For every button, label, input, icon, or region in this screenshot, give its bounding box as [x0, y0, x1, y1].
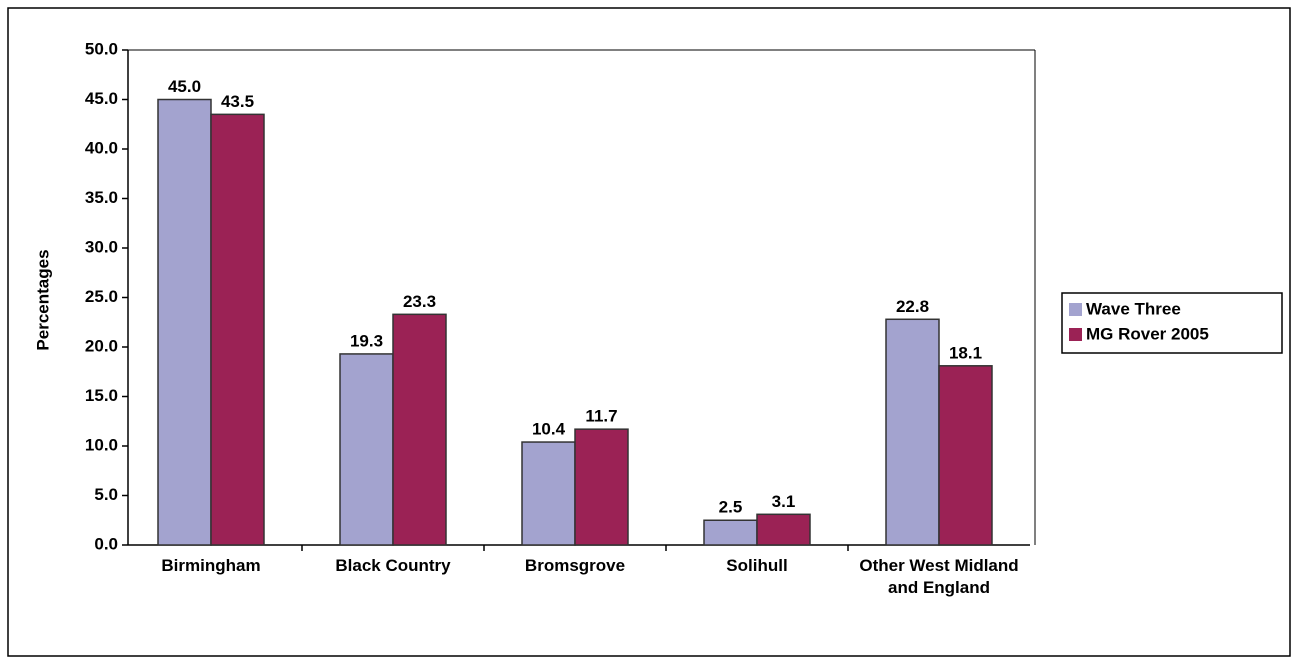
legend-box	[1061, 292, 1283, 354]
data-label: 11.7	[585, 407, 617, 426]
bar	[339, 353, 394, 546]
data-label: 19.3	[350, 331, 383, 350]
legend-label: MG Rover 2005	[1086, 324, 1209, 343]
data-label: 23.3	[403, 292, 436, 311]
data-label: 2.5	[719, 498, 743, 517]
bar	[756, 513, 811, 546]
bar	[210, 113, 265, 546]
y-tick-label: 15.0	[85, 386, 118, 405]
y-tick-label: 10.0	[85, 435, 118, 454]
bar	[392, 313, 447, 546]
legend-swatch	[1069, 303, 1082, 316]
y-tick-label: 25.0	[85, 287, 118, 306]
y-axis-label: Percentages	[33, 249, 52, 350]
chart-frame	[7, 7, 1291, 657]
bar	[703, 519, 758, 546]
y-tick-label: 50.0	[85, 39, 118, 58]
x-tick-label: Black Country	[335, 556, 451, 575]
data-label: 10.4	[532, 420, 566, 439]
bar	[885, 318, 940, 546]
data-label: 43.5	[221, 92, 254, 111]
bar	[938, 365, 993, 546]
x-tick-label: Solihull	[726, 556, 788, 575]
y-tick-label: 5.0	[94, 485, 118, 504]
bar	[521, 441, 576, 546]
data-label: 45.0	[168, 77, 201, 96]
y-tick-label: 40.0	[85, 138, 118, 157]
data-label: 3.1	[772, 492, 796, 511]
y-tick-label: 0.0	[94, 534, 118, 553]
y-tick-label: 45.0	[85, 89, 118, 108]
bar	[574, 428, 629, 546]
y-tick-label: 30.0	[85, 237, 118, 256]
x-tick-label: Bromsgrove	[524, 556, 626, 575]
y-tick-label: 35.0	[85, 188, 118, 207]
x-tick-label: Birmingham	[161, 556, 261, 575]
legend-swatch	[1069, 328, 1082, 341]
x-tick-label: Other West Midland and England	[859, 556, 1019, 597]
y-tick-label: 20.0	[85, 336, 118, 355]
data-label: 22.8	[896, 297, 929, 316]
legend-label: Wave Three	[1086, 299, 1181, 318]
data-label: 18.1	[949, 343, 982, 362]
bar	[157, 98, 212, 546]
